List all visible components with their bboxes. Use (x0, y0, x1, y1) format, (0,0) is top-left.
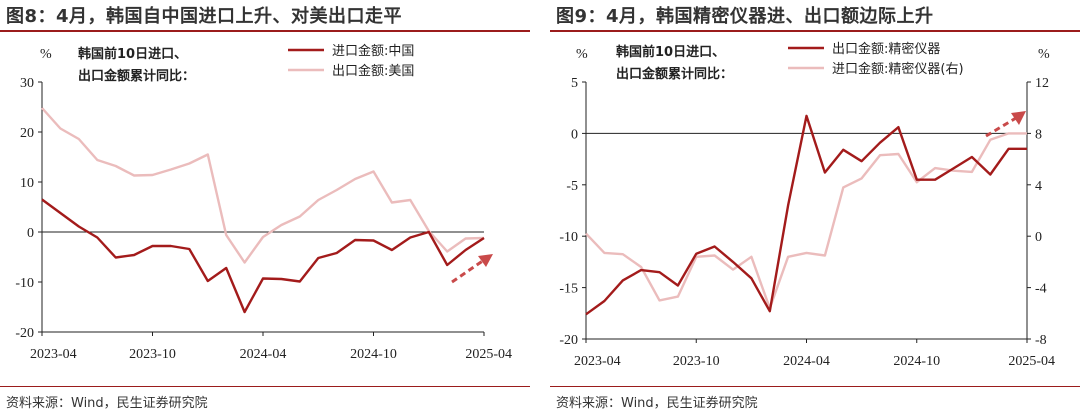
legend-label-1: 出口金额:精密仪器 (832, 41, 940, 57)
legend-label-1: 进口金额:中国 (332, 43, 414, 59)
chart-title: 图9：4月，韩国精密仪器进、出口额边际上升 (556, 6, 934, 27)
y2-tick-label: 0 (1035, 230, 1042, 245)
y-tick-label: -20 (559, 333, 578, 348)
series-line-2 (41, 107, 485, 264)
x-tick-label: 2024-04 (783, 354, 830, 369)
source-note: 资料来源：Wind，民生证券研究院 (6, 396, 208, 411)
y-tick-label: -20 (15, 326, 34, 341)
chart-panel-left: 图8：4月，韩国自中国进口上升、对美出口走平 % 韩国前10日进口、 出口金额累… (0, 0, 530, 414)
series-group (585, 114, 1027, 316)
y2-tick-label: 12 (1035, 76, 1049, 91)
series-line-1 (41, 198, 485, 314)
y-tick-label: 5 (571, 76, 578, 91)
x-tick-label: 2025-04 (465, 347, 512, 362)
line-chart: % % 韩国前10日进口、 出口金额累计同比： 出口金额:精密仪器进口金额:精密… (559, 41, 1055, 369)
trend-arrow (451, 254, 493, 284)
title-rule (550, 30, 1080, 32)
y2-tick-label: -4 (1035, 282, 1047, 297)
chart-annotation-line-2: 出口金额累计同比： (78, 68, 195, 84)
y-tick-label: 30 (20, 76, 34, 91)
chart-annotation-line-1: 韩国前10日进口、 (616, 44, 725, 60)
legend-label-2: 出口金额:美国 (332, 63, 414, 79)
y-tick-label: -10 (15, 276, 34, 291)
x-tick-label: 2023-10 (129, 347, 176, 362)
legend-label-2: 进口金额:精密仪器(右) (832, 61, 964, 77)
x-tick-label: 2023-10 (673, 354, 720, 369)
x-tick-label: 2024-10 (893, 354, 940, 369)
x-tick-label: 2023-04 (30, 347, 77, 362)
axes: -20 -10 0 10 20 30 2023-04 2023-10 2024-04 2024-1… (15, 76, 512, 362)
x-tick-label: 2025-04 (1008, 354, 1055, 369)
y2-tick-label: 4 (1035, 179, 1042, 194)
title-rule (0, 30, 530, 32)
y2-tick-label: 8 (1035, 127, 1042, 142)
x-tick-label: 2023-04 (574, 354, 621, 369)
series-line-2 (585, 132, 1027, 310)
y-tick-label: -10 (559, 230, 578, 245)
chart-annotation-line-2: 出口金额累计同比： (616, 66, 733, 82)
y-tick-label: 20 (20, 126, 34, 141)
series-line-1 (585, 114, 1027, 316)
source-rule (550, 386, 1080, 387)
y-axis-unit-right: % (1038, 47, 1050, 62)
chart-title: 图8：4月，韩国自中国进口上升、对美出口走平 (6, 6, 403, 27)
chart-panel-right: 图9：4月，韩国精密仪器进、出口额边际上升 % % 韩国前10日进口、 出口金额… (550, 0, 1080, 414)
series-group (41, 107, 485, 314)
source-rule (0, 386, 530, 387)
y-axis-unit: % (40, 47, 52, 62)
x-tick-label: 2024-04 (240, 347, 287, 362)
source-note: 资料来源：Wind，民生证券研究院 (556, 396, 758, 411)
y-tick-label: 0 (571, 127, 578, 142)
y-tick-label: 0 (27, 226, 34, 241)
x-tick-label: 2024-10 (350, 347, 397, 362)
y-axis-unit-left: % (576, 47, 588, 62)
y-tick-label: 10 (20, 176, 34, 191)
y-tick-label: -15 (559, 282, 578, 297)
axes: -20 -15 -10 -5 0 5 -8 -4 0 4 8 12 2023-04 2023-10 2024… (559, 76, 1055, 369)
y2-tick-label: -8 (1035, 333, 1047, 348)
chart-annotation-line-1: 韩国前10日进口、 (78, 46, 187, 62)
trend-arrow (985, 111, 1026, 138)
y-tick-label: -5 (566, 179, 578, 194)
